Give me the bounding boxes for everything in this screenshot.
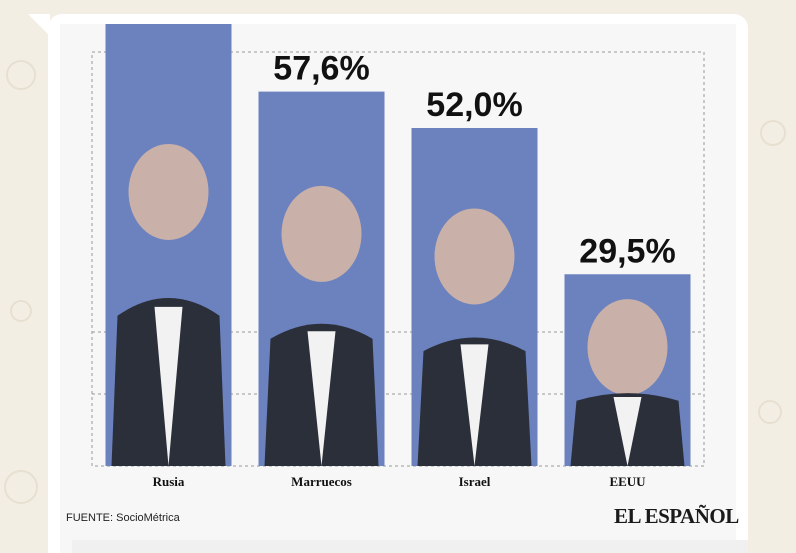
source-note: FUENTE: SocioMétrica [66, 512, 180, 524]
value-label: 29,5% [579, 232, 675, 270]
value-label: 57,6% [273, 50, 369, 88]
portrait-face-0 [128, 143, 209, 240]
category-label: Rusia [153, 474, 185, 489]
plot-frame [91, 51, 705, 467]
portrait-face-2 [434, 208, 515, 305]
chart-panel: 68,0%Rusia57,6%Marruecos52,0%Israel29,5%… [60, 24, 748, 553]
value-label: 52,0% [426, 86, 522, 124]
portrait-face-1 [281, 185, 362, 282]
speech-bubble-tail [28, 14, 50, 36]
portrait-shirt-1 [307, 331, 336, 466]
portrait-face-3 [587, 299, 668, 396]
portrait-shirt-3 [613, 396, 642, 466]
bar-chart: 68,0%Rusia57,6%Marruecos52,0%Israel29,5%… [91, 24, 705, 489]
category-label: Israel [459, 474, 491, 489]
footer-strip [72, 540, 748, 553]
category-label: EEUU [609, 474, 646, 489]
chart-card: 68,0%Rusia57,6%Marruecos52,0%Israel29,5%… [48, 14, 748, 553]
brand-logo: EL ESPAÑOL [614, 504, 739, 528]
portrait-shirt-0 [154, 306, 183, 466]
category-label: Marruecos [291, 474, 352, 489]
portrait-shirt-2 [460, 344, 489, 466]
